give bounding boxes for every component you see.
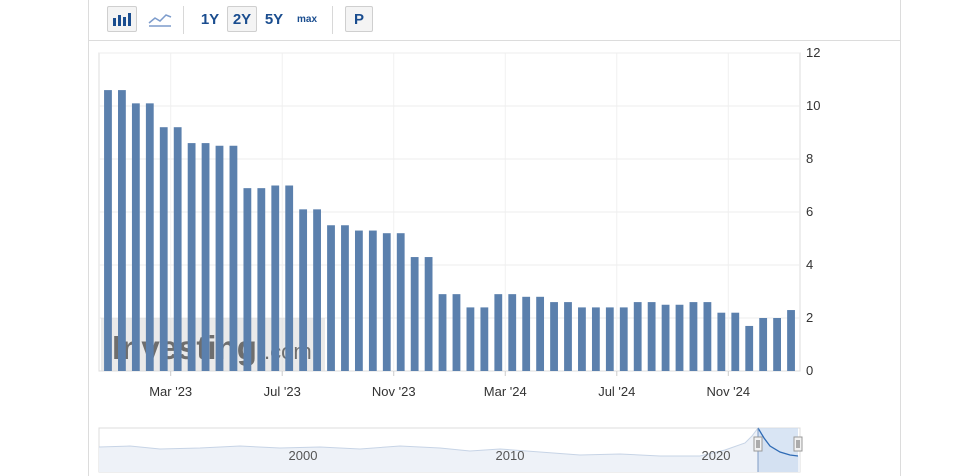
bar[interactable] <box>787 310 795 371</box>
y-tick-label: 4 <box>806 257 813 272</box>
bar[interactable] <box>647 302 656 371</box>
navigator-area <box>99 428 800 472</box>
x-tick-label: Mar '24 <box>484 384 527 399</box>
bar[interactable] <box>327 225 335 371</box>
bar[interactable] <box>717 312 726 371</box>
bar[interactable] <box>354 230 363 371</box>
bar[interactable] <box>215 145 224 371</box>
navigator-selected-line <box>757 427 799 457</box>
bar[interactable] <box>452 294 461 371</box>
period-button[interactable]: P <box>345 6 373 32</box>
chart-toolbar: 1Y 2Y 5Y max P <box>89 0 900 41</box>
bar[interactable] <box>313 209 321 371</box>
bar[interactable] <box>299 209 308 371</box>
bar[interactable] <box>564 302 572 371</box>
range-2y-button[interactable]: 2Y <box>227 6 257 32</box>
bar-series <box>104 90 795 371</box>
navigator-year-label: 2000 <box>289 448 318 463</box>
bar[interactable] <box>271 185 280 372</box>
bar[interactable] <box>675 304 684 371</box>
bar[interactable] <box>410 257 419 371</box>
bar[interactable] <box>759 318 768 371</box>
bar[interactable] <box>633 302 642 371</box>
bar[interactable] <box>424 257 433 371</box>
bar[interactable] <box>605 307 614 371</box>
bar[interactable] <box>466 307 475 371</box>
bar[interactable] <box>578 307 586 371</box>
bar[interactable] <box>773 318 781 371</box>
range-5y-button[interactable]: 5Y <box>264 10 284 28</box>
bar[interactable] <box>243 188 252 371</box>
y-tick-label: 8 <box>806 151 813 166</box>
bar[interactable] <box>382 233 391 371</box>
bar[interactable] <box>689 302 698 371</box>
chart-frame: 1Y 2Y 5Y max P <box>88 0 901 476</box>
bar[interactable] <box>201 143 210 371</box>
toolbar-separator <box>332 6 333 34</box>
y-tick-label: 10 <box>806 98 820 113</box>
line-chart-icon <box>148 14 172 27</box>
y-axis-ticks: 0 2 4 6 8 10 12 <box>806 45 820 378</box>
toolbar-separator <box>183 6 184 34</box>
bar[interactable] <box>341 225 349 371</box>
navigator-left-handle[interactable] <box>753 436 763 452</box>
bar[interactable] <box>118 90 126 371</box>
x-tick-label: Jul '24 <box>598 384 635 399</box>
y-tick-label: 6 <box>806 204 813 219</box>
x-tick-label: Nov '24 <box>706 384 750 399</box>
y-tick-label: 0 <box>806 363 813 378</box>
navigator-selection[interactable] <box>758 428 798 472</box>
navigator-year-label: 2010 <box>496 448 525 463</box>
navigator-year-label: 2020 <box>702 448 731 463</box>
bar[interactable] <box>591 307 600 371</box>
x-tick-label: Jul '23 <box>264 384 301 399</box>
bar[interactable] <box>396 233 405 371</box>
y-tick-label: 2 <box>806 310 813 325</box>
x-tick-label: Nov '23 <box>372 384 416 399</box>
bar[interactable] <box>536 296 545 371</box>
bar[interactable] <box>619 307 628 371</box>
bar[interactable] <box>173 127 182 371</box>
navigator-line <box>98 427 759 457</box>
x-tick-label: Mar '23 <box>149 384 192 399</box>
bar[interactable] <box>480 307 489 371</box>
bar[interactable] <box>257 188 266 371</box>
bar[interactable] <box>703 302 712 371</box>
bar[interactable] <box>285 185 294 372</box>
bar[interactable] <box>745 325 754 371</box>
line-chart-button[interactable] <box>144 6 176 32</box>
bar[interactable] <box>145 103 154 371</box>
bar[interactable] <box>522 296 531 371</box>
range-max-button[interactable]: max <box>296 13 317 25</box>
bar[interactable] <box>508 294 517 371</box>
bar[interactable] <box>131 103 140 371</box>
bar[interactable] <box>368 230 377 371</box>
bar[interactable] <box>494 294 503 371</box>
x-axis-ticks: Mar '23 Jul '23 Nov '23 Mar '24 Jul '24 Nov '… <box>149 371 750 399</box>
bar-chart-button[interactable] <box>107 6 137 32</box>
navigator-right-handle[interactable] <box>793 436 803 452</box>
bar[interactable] <box>159 127 168 371</box>
range-1y-button[interactable]: 1Y <box>200 10 220 28</box>
bar[interactable] <box>229 145 238 371</box>
bar[interactable] <box>550 302 558 371</box>
y-tick-label: 12 <box>806 45 820 60</box>
bar[interactable] <box>438 294 447 371</box>
bar[interactable] <box>104 90 112 371</box>
bar[interactable] <box>187 143 196 371</box>
bar[interactable] <box>731 312 740 371</box>
range-navigator[interactable]: 2000 2010 2020 <box>98 427 803 473</box>
bar-chart-icon <box>113 13 131 26</box>
bar[interactable] <box>661 304 670 371</box>
